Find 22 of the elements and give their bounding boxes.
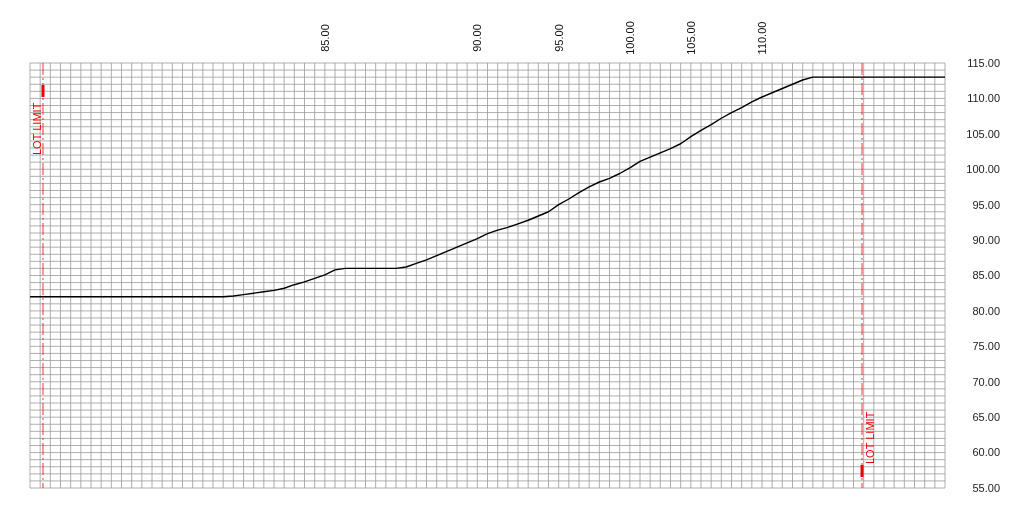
y-tick-label: 110.00	[967, 92, 1000, 105]
y-tick-label: 90.00	[972, 233, 1000, 246]
x-tick-label: 90.00	[471, 24, 484, 52]
y-tick-label: 70.00	[972, 375, 1000, 388]
y-tick-label: 65.00	[972, 411, 1000, 424]
y-tick-label: 115.00	[967, 56, 1000, 69]
x-tick-label: 100.00	[623, 21, 636, 55]
x-tick-label: 105.00	[684, 21, 697, 55]
annotation: LOT LIMIT	[864, 411, 877, 464]
y-tick-label: 95.00	[972, 198, 1000, 211]
x-tick-label: 95.00	[552, 24, 565, 52]
x-tick-label: 110.00	[756, 21, 768, 55]
y-tick-label: 60.00	[972, 446, 1000, 459]
y-tick-label: 80.00	[972, 304, 1000, 317]
x-tick-label: 85.00	[318, 24, 331, 52]
y-tick-label: 85.00	[972, 269, 1000, 282]
y-tick-label: 75.00	[972, 340, 1000, 353]
annotation: LOT LIMIT	[30, 102, 43, 155]
y-tick-label: 105.00	[966, 127, 1000, 140]
y-tick-label: 55.00	[972, 481, 1000, 494]
line-series	[30, 76, 945, 298]
y-tick-label: 100.00	[966, 163, 1000, 176]
